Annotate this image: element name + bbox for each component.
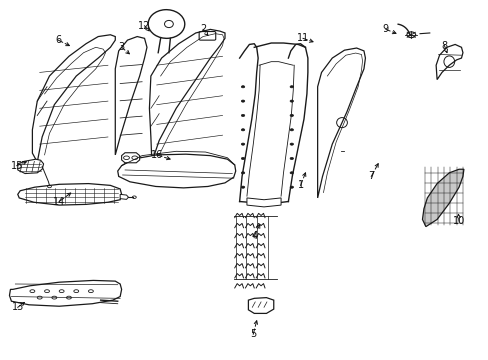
Ellipse shape: [241, 143, 244, 145]
Polygon shape: [118, 154, 235, 188]
Text: 13: 13: [12, 302, 24, 312]
Ellipse shape: [241, 186, 244, 188]
Ellipse shape: [289, 172, 293, 174]
Polygon shape: [422, 169, 463, 226]
Text: 2: 2: [200, 24, 206, 35]
Ellipse shape: [241, 86, 244, 88]
Text: 1: 1: [297, 180, 303, 190]
Ellipse shape: [241, 129, 244, 131]
Ellipse shape: [289, 157, 293, 159]
Polygon shape: [115, 37, 147, 155]
Ellipse shape: [289, 86, 293, 88]
Polygon shape: [32, 35, 115, 162]
Text: 8: 8: [441, 41, 447, 50]
Text: 5: 5: [250, 329, 256, 339]
Polygon shape: [149, 162, 183, 181]
Ellipse shape: [289, 143, 293, 145]
Text: 16: 16: [150, 150, 163, 160]
Ellipse shape: [289, 100, 293, 102]
Text: 4: 4: [251, 231, 257, 240]
Polygon shape: [18, 159, 43, 174]
Ellipse shape: [241, 100, 244, 102]
Polygon shape: [18, 184, 122, 205]
Ellipse shape: [241, 157, 244, 159]
Ellipse shape: [289, 114, 293, 117]
Text: 9: 9: [382, 24, 388, 35]
Text: 14: 14: [53, 197, 65, 207]
Ellipse shape: [289, 186, 293, 188]
Polygon shape: [317, 48, 365, 198]
Text: 12: 12: [138, 21, 150, 31]
Ellipse shape: [241, 172, 244, 174]
Polygon shape: [248, 298, 273, 314]
Polygon shape: [122, 153, 140, 163]
Ellipse shape: [241, 114, 244, 117]
Ellipse shape: [289, 129, 293, 131]
Polygon shape: [149, 30, 224, 162]
Text: 10: 10: [452, 216, 464, 226]
Text: 7: 7: [367, 171, 374, 181]
Polygon shape: [246, 198, 281, 207]
Text: 11: 11: [296, 33, 308, 43]
Text: 15: 15: [11, 161, 23, 171]
Polygon shape: [9, 280, 122, 306]
Polygon shape: [120, 194, 128, 199]
Text: 6: 6: [55, 35, 61, 45]
Text: 3: 3: [118, 42, 124, 52]
Polygon shape: [435, 44, 462, 80]
